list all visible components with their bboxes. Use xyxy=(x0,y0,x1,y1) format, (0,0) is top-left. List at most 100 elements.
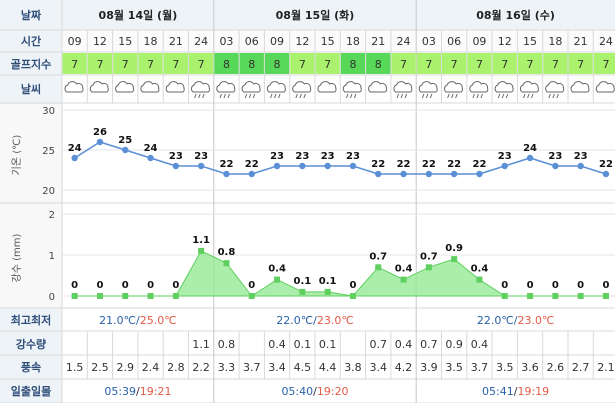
temperature-data-label: 24 xyxy=(68,143,82,154)
cloud-shape xyxy=(165,81,185,93)
temperature-point xyxy=(299,162,306,170)
precipitation-amount-cell: 0.1 xyxy=(319,338,337,351)
precipitation-data-label: 0 xyxy=(147,280,154,291)
temperature-point xyxy=(96,138,104,146)
daily-min-max: 22.0℃/23.0℃ xyxy=(477,314,554,327)
golf-index-value: 7 xyxy=(96,58,103,71)
precipitation-data-label: 0.8 xyxy=(218,247,236,258)
precipitation-data-label: 0 xyxy=(349,280,356,291)
rain-drop xyxy=(556,93,559,99)
precipitation-amount-cell: 1.1 xyxy=(192,338,210,351)
temperature-point xyxy=(476,170,483,178)
temperature-data-label: 23 xyxy=(346,151,360,162)
precipitation-y-tick: 0 xyxy=(49,292,55,303)
cloud-shape xyxy=(191,81,211,93)
temperature-data-label: 22 xyxy=(371,159,385,170)
temperature-point xyxy=(450,170,458,178)
temperature-data-label: 22 xyxy=(422,159,436,170)
sunrise-time: 05:40 xyxy=(281,385,313,398)
precipitation-data-label: 0.7 xyxy=(420,251,438,262)
temperature-point xyxy=(400,170,407,178)
wind-speed-cell: 2.5 xyxy=(91,361,109,374)
golf-index-value: 7 xyxy=(602,58,609,71)
rain-icon xyxy=(545,81,565,99)
wind-speed-cell: 2.7 xyxy=(572,361,590,374)
golf-index-value: 8 xyxy=(274,58,281,71)
golf-index-cell xyxy=(568,53,593,74)
rain-drop xyxy=(497,93,501,99)
rain-drop xyxy=(349,93,353,99)
temperature-data-label: 23 xyxy=(295,151,309,162)
row-label-weather: 날씨 xyxy=(21,82,41,96)
precipitation-data-label: 1.1 xyxy=(192,235,210,246)
golf-index-cell xyxy=(189,53,214,74)
golf-index-value: 8 xyxy=(248,58,255,71)
wind-speed-cell: 3.4 xyxy=(370,361,388,374)
wind-speed-cell: 2.1 xyxy=(597,361,615,374)
precipitation-data-label: 0.4 xyxy=(471,264,489,275)
rain-icon xyxy=(191,81,211,99)
rain-drop xyxy=(476,93,479,99)
rain-drop xyxy=(227,93,230,99)
time-cell: 06 xyxy=(245,35,259,48)
rain-icon xyxy=(216,81,236,99)
temperature-point xyxy=(526,154,534,162)
golf-index-cell xyxy=(416,53,441,74)
golf-index-cell xyxy=(113,53,138,74)
cloudy-icon xyxy=(89,81,109,93)
golf-index-cell xyxy=(366,53,391,74)
precipitation-point xyxy=(71,293,78,299)
temperature-point xyxy=(122,146,129,154)
rain-drop xyxy=(274,93,277,99)
precipitation-point xyxy=(172,293,179,299)
rain-drop xyxy=(248,93,252,99)
cloud-shape xyxy=(64,81,84,93)
golf-index-value: 7 xyxy=(552,58,559,71)
time-cell: 12 xyxy=(295,35,309,48)
temperature-point xyxy=(349,162,357,170)
wind-speed-cell: 2.2 xyxy=(192,361,210,374)
temperature-point xyxy=(501,162,508,170)
precipitation-point xyxy=(375,264,382,271)
cloud-shape xyxy=(545,81,565,93)
precipitation-point xyxy=(198,247,205,254)
precipitation-point xyxy=(96,293,103,299)
temperature-point xyxy=(71,154,78,162)
temperature-point xyxy=(197,162,205,170)
temperature-point xyxy=(324,162,331,170)
rain-drop xyxy=(501,93,505,99)
golf-index-value: 8 xyxy=(375,58,382,71)
golf-index-cell xyxy=(239,53,264,74)
rain-drop xyxy=(429,93,433,99)
precipitation-point xyxy=(577,293,584,299)
golf-index-value: 7 xyxy=(425,58,432,71)
precipitation-amount-cell: 0.7 xyxy=(370,338,388,351)
min-max-separator: / xyxy=(514,314,518,327)
wind-speed-cell: 3.3 xyxy=(218,361,236,374)
daily-low-temp: 21.0℃ xyxy=(99,314,136,327)
rain-drop xyxy=(447,93,450,99)
cloud-shape xyxy=(115,81,135,93)
golf-index-cell xyxy=(442,53,467,74)
rain-icon xyxy=(393,81,413,99)
time-cell: 12 xyxy=(93,35,107,48)
wind-speed-cell: 3.7 xyxy=(471,361,489,374)
golf-index-value: 7 xyxy=(198,58,205,71)
rain-drop xyxy=(219,93,222,99)
time-cell: 21 xyxy=(574,35,588,48)
golf-index-cell xyxy=(315,53,340,74)
date-header: 08월 15일 (화) xyxy=(276,8,355,22)
golf-index-cell xyxy=(391,53,416,74)
rain-icon xyxy=(418,81,438,99)
time-cell: 15 xyxy=(118,35,132,48)
precipitation-amount-cell: 0.1 xyxy=(294,338,312,351)
precipitation-point xyxy=(223,260,230,267)
temperature-line xyxy=(74,141,607,175)
golf-index-cell xyxy=(492,53,517,74)
cloud-shape xyxy=(595,81,615,93)
sunset-time: 19:21 xyxy=(140,385,172,398)
precipitation-data-label: 0.7 xyxy=(369,251,387,262)
rain-drop xyxy=(252,93,256,99)
